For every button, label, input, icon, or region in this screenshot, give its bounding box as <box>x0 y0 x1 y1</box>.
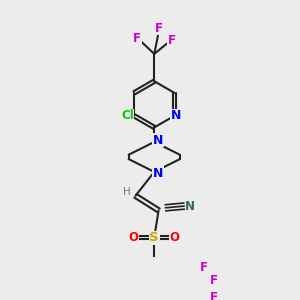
Text: Cl: Cl <box>121 110 134 122</box>
Text: N: N <box>152 134 163 147</box>
Text: O: O <box>129 231 139 244</box>
Text: F: F <box>167 34 175 47</box>
Text: N: N <box>185 200 195 213</box>
Text: F: F <box>210 291 218 300</box>
Text: S: S <box>149 231 159 244</box>
Text: F: F <box>200 261 208 274</box>
Text: N: N <box>152 167 163 180</box>
Text: N: N <box>171 110 181 122</box>
Text: F: F <box>154 22 163 35</box>
Text: O: O <box>170 231 180 244</box>
Text: F: F <box>210 274 218 287</box>
Text: H: H <box>123 187 131 196</box>
Text: F: F <box>133 32 141 45</box>
